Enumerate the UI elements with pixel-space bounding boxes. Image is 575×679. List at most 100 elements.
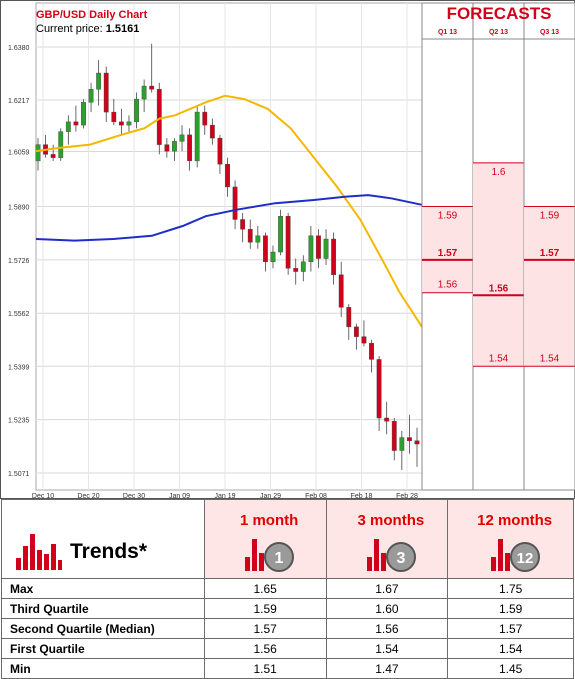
y-tick-label: 1.6380 bbox=[8, 45, 30, 52]
candle bbox=[407, 437, 412, 441]
candle bbox=[414, 440, 420, 445]
svg-text:1: 1 bbox=[275, 550, 284, 567]
candle bbox=[50, 154, 56, 158]
current-price-value: 1.5161 bbox=[105, 23, 140, 35]
table-cell: 1.75 bbox=[447, 578, 574, 599]
candle bbox=[300, 261, 306, 272]
forecast-quarter-label: Q2 13 bbox=[489, 29, 508, 36]
candle bbox=[134, 98, 139, 123]
moving-average-slow bbox=[35, 194, 423, 242]
candle bbox=[255, 235, 261, 243]
y-tick-label: 1.5890 bbox=[8, 204, 30, 211]
svg-text:3: 3 bbox=[396, 550, 405, 567]
table-row: Third Quartile 1.59 1.60 1.59 bbox=[1, 598, 574, 619]
table-row: First Quartile 1.56 1.54 1.54 bbox=[1, 638, 574, 659]
candle bbox=[285, 216, 291, 269]
candle bbox=[172, 141, 177, 152]
table-row: Min 1.51 1.47 1.45 bbox=[1, 658, 574, 679]
svg-text:12: 12 bbox=[516, 550, 533, 567]
forecast-high-label: 1.6 bbox=[492, 167, 506, 178]
candle bbox=[323, 238, 329, 259]
plot-frame bbox=[35, 2, 423, 491]
forecast-low-label: 1.56 bbox=[438, 280, 458, 291]
y-tick-label: 1.5726 bbox=[8, 258, 30, 265]
chart-title: GBP/USD Daily Chart bbox=[36, 9, 148, 21]
trends-label-cell: Trends* bbox=[1, 499, 205, 579]
candle bbox=[384, 417, 390, 422]
candle bbox=[35, 144, 41, 162]
forecast-median-label: 1.56 bbox=[489, 283, 509, 294]
candle bbox=[96, 72, 102, 90]
table-cell: 1.60 bbox=[325, 598, 449, 619]
table-cell: 1.56 bbox=[325, 618, 449, 639]
candle bbox=[141, 85, 147, 100]
candle bbox=[399, 437, 405, 451]
table-cell: 1.45 bbox=[447, 658, 574, 679]
y-tick-label: 1.6059 bbox=[8, 149, 30, 156]
candle bbox=[369, 342, 374, 360]
forecast-quarter-label: Q3 13 bbox=[540, 29, 559, 36]
table-cell: 1.59 bbox=[203, 598, 327, 619]
candle bbox=[293, 268, 299, 272]
horizon-12-months-icon: 12 bbox=[490, 538, 540, 572]
candle bbox=[111, 111, 117, 123]
candle bbox=[202, 111, 208, 126]
row-label: Third Quartile bbox=[1, 598, 205, 619]
current-price: Current price: 1.5161 bbox=[36, 23, 139, 35]
x-tick-label: Jan 19 bbox=[214, 493, 235, 499]
candle bbox=[316, 235, 321, 259]
horizon-1-month-icon: 1 bbox=[245, 538, 295, 572]
candle bbox=[149, 85, 155, 90]
forecast-range-band bbox=[524, 206, 575, 367]
forecast-high-label: 1.59 bbox=[438, 210, 458, 221]
table-cell: 1.67 bbox=[325, 578, 449, 599]
forecast-range-band bbox=[473, 162, 524, 367]
header-3-months: 3 months 3 bbox=[325, 499, 449, 579]
y-tick-label: 1.5071 bbox=[8, 471, 30, 478]
x-tick-label: Feb 08 bbox=[305, 493, 327, 499]
forecast-median-label: 1.57 bbox=[438, 248, 458, 259]
candle bbox=[217, 137, 223, 165]
table-cell: 1.51 bbox=[203, 658, 327, 679]
forecast-high-label: 1.59 bbox=[540, 210, 560, 221]
x-tick-label: Dec 20 bbox=[77, 493, 99, 499]
table-cell: 1.56 bbox=[203, 638, 327, 659]
y-tick-label: 1.5235 bbox=[8, 418, 30, 425]
forecast-median-label: 1.57 bbox=[540, 248, 560, 259]
candle bbox=[156, 89, 162, 145]
candle bbox=[225, 163, 230, 188]
y-tick-label: 1.5399 bbox=[8, 364, 30, 371]
header-12-months-label: 12 months bbox=[477, 511, 553, 529]
candle bbox=[81, 102, 86, 126]
table-row: Second Quartile (Median) 1.57 1.56 1.57 bbox=[1, 618, 574, 639]
forecast-range-band bbox=[422, 206, 473, 293]
candle bbox=[187, 134, 192, 162]
table-cell: 1.57 bbox=[447, 618, 574, 639]
y-tick-label: 1.5562 bbox=[8, 311, 30, 318]
row-label: First Quartile bbox=[1, 638, 205, 659]
candle bbox=[376, 359, 382, 419]
candle bbox=[361, 336, 367, 344]
candle bbox=[126, 121, 132, 126]
table-cell: 1.57 bbox=[203, 618, 327, 639]
candle bbox=[240, 219, 246, 230]
candle bbox=[270, 251, 276, 262]
candle bbox=[194, 111, 200, 162]
forecasts-title: FORECASTS bbox=[446, 4, 552, 23]
table-cell: 1.47 bbox=[325, 658, 449, 679]
candle bbox=[164, 144, 170, 152]
candle bbox=[247, 229, 253, 243]
candle bbox=[391, 421, 397, 451]
header-3-months-label: 3 months bbox=[357, 511, 425, 529]
horizon-3-months-icon: 3 bbox=[366, 538, 416, 572]
table-cell: 1.65 bbox=[203, 578, 327, 599]
chart-area: 1.6380 1.6217 1.6059 1.5890 1.5726 1.5562 1.53… bbox=[0, 0, 575, 499]
x-tick-label: Jan 29 bbox=[260, 493, 281, 499]
header-12-months: 12 months 12 bbox=[447, 499, 574, 579]
x-tick-label: Feb 18 bbox=[351, 493, 373, 499]
header-1-month: 1 month 1 bbox=[203, 499, 327, 579]
candle bbox=[118, 121, 124, 126]
table-row: Max 1.65 1.67 1.75 bbox=[1, 578, 574, 599]
candle bbox=[88, 89, 94, 103]
candle bbox=[331, 238, 337, 276]
